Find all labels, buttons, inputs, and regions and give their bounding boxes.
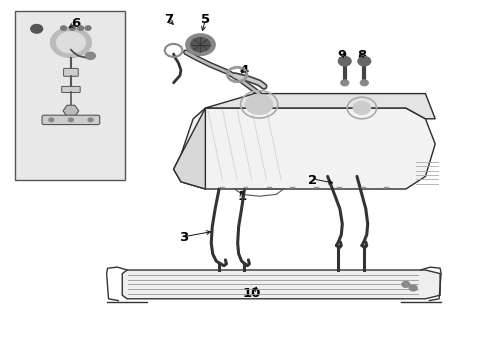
Polygon shape: [63, 105, 79, 117]
Circle shape: [69, 26, 75, 30]
Circle shape: [190, 37, 210, 52]
Circle shape: [408, 285, 416, 291]
Text: 4: 4: [240, 64, 248, 77]
Circle shape: [401, 282, 409, 287]
Polygon shape: [173, 108, 205, 189]
Text: 1: 1: [237, 190, 246, 203]
Circle shape: [85, 26, 91, 30]
Circle shape: [360, 80, 367, 86]
Circle shape: [61, 26, 66, 30]
Circle shape: [88, 118, 93, 122]
Circle shape: [245, 94, 272, 114]
Circle shape: [50, 27, 91, 58]
Circle shape: [357, 57, 370, 66]
Circle shape: [68, 118, 73, 122]
Circle shape: [78, 26, 83, 30]
Circle shape: [56, 32, 85, 53]
Text: 3: 3: [179, 231, 187, 244]
Text: 9: 9: [337, 49, 346, 62]
FancyBboxPatch shape: [63, 68, 78, 76]
Bar: [15, 11, 124, 180]
Circle shape: [49, 118, 54, 122]
Circle shape: [185, 34, 215, 55]
Polygon shape: [122, 270, 439, 299]
FancyBboxPatch shape: [42, 115, 100, 125]
Text: 2: 2: [308, 174, 317, 186]
Circle shape: [31, 24, 42, 33]
Polygon shape: [205, 94, 434, 119]
FancyBboxPatch shape: [61, 86, 80, 93]
Circle shape: [352, 102, 370, 114]
Circle shape: [338, 57, 350, 66]
Circle shape: [340, 80, 348, 86]
Circle shape: [85, 52, 95, 59]
Text: 8: 8: [357, 49, 366, 62]
Polygon shape: [173, 108, 434, 189]
Text: 7: 7: [164, 13, 173, 26]
Text: 6: 6: [71, 17, 80, 30]
Text: 10: 10: [242, 287, 261, 300]
Text: 5: 5: [201, 13, 209, 26]
